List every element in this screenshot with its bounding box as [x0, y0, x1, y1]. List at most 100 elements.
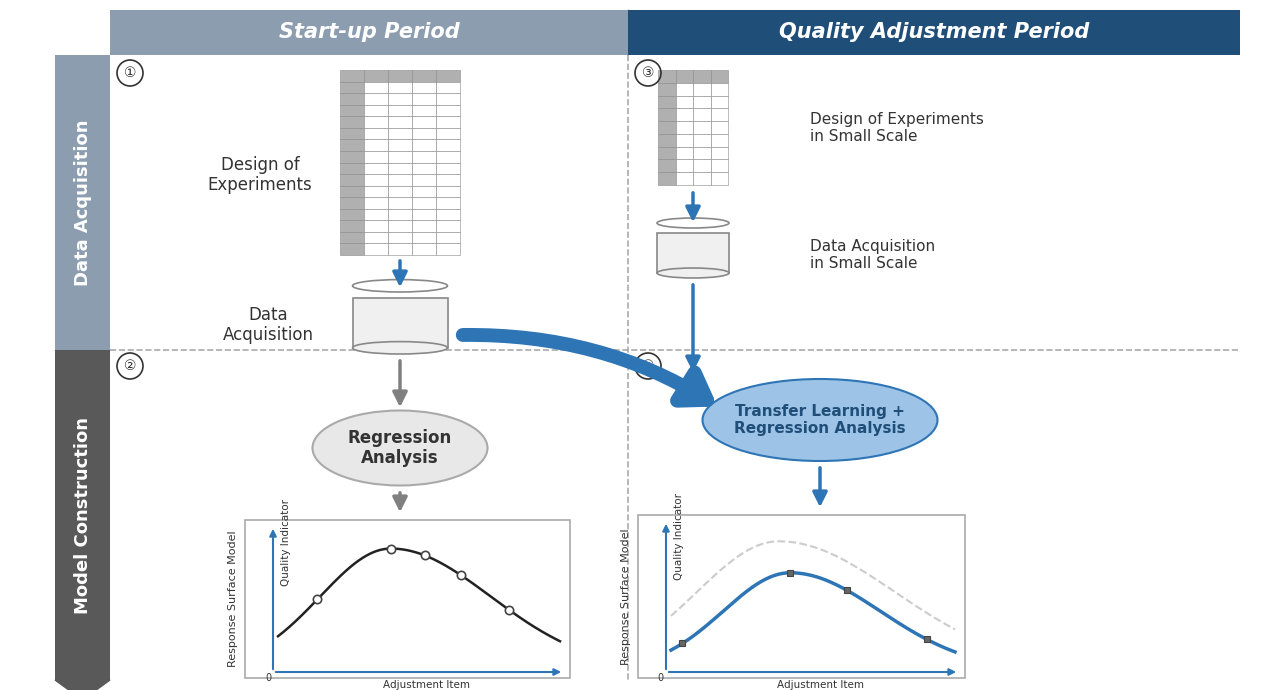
Text: Design of
Experiments: Design of Experiments: [208, 156, 312, 195]
Bar: [693, 95, 710, 108]
Bar: [363, 70, 388, 81]
Bar: [693, 147, 710, 159]
Bar: [693, 108, 710, 121]
Bar: [388, 163, 412, 174]
Text: Regression
Analysis: Regression Analysis: [348, 428, 452, 467]
Bar: [412, 81, 437, 93]
Bar: [437, 244, 460, 255]
Bar: [710, 121, 728, 134]
Text: Quality Indicator: Quality Indicator: [674, 493, 684, 580]
Bar: [628, 10, 1240, 55]
Bar: [340, 209, 363, 220]
Bar: [675, 134, 693, 147]
Bar: [437, 93, 460, 105]
Bar: [363, 232, 388, 244]
Bar: [437, 174, 460, 186]
Bar: [340, 174, 363, 186]
Bar: [412, 244, 437, 255]
Bar: [693, 134, 710, 147]
Bar: [340, 244, 363, 255]
Bar: [412, 232, 437, 244]
Bar: [388, 244, 412, 255]
Bar: [340, 139, 363, 151]
Bar: [657, 121, 675, 134]
Bar: [693, 70, 710, 83]
Bar: [55, 55, 110, 350]
Bar: [363, 186, 388, 197]
Bar: [110, 10, 628, 55]
Bar: [388, 197, 412, 209]
Text: Response Surface Model: Response Surface Model: [229, 531, 238, 667]
Bar: [710, 159, 728, 172]
Ellipse shape: [702, 379, 937, 461]
Bar: [340, 220, 363, 232]
Bar: [340, 197, 363, 209]
Bar: [437, 232, 460, 244]
Bar: [388, 116, 412, 128]
Bar: [657, 83, 675, 95]
Bar: [340, 232, 363, 244]
Bar: [340, 163, 363, 174]
Text: Start-up Period: Start-up Period: [279, 23, 460, 43]
Bar: [693, 83, 710, 95]
Bar: [363, 81, 388, 93]
Bar: [657, 159, 675, 172]
Bar: [340, 81, 363, 93]
Bar: [657, 172, 675, 185]
Bar: [340, 128, 363, 139]
Bar: [388, 70, 412, 81]
Bar: [363, 139, 388, 151]
Bar: [675, 147, 693, 159]
Bar: [388, 93, 412, 105]
Bar: [675, 172, 693, 185]
Text: Quality Indicator: Quality Indicator: [281, 498, 291, 586]
Bar: [340, 70, 363, 81]
Bar: [388, 220, 412, 232]
Bar: [437, 163, 460, 174]
Text: 0: 0: [265, 673, 271, 683]
Bar: [412, 197, 437, 209]
Bar: [675, 121, 693, 134]
Text: Data Acquisition: Data Acquisition: [73, 119, 91, 286]
Ellipse shape: [657, 218, 729, 228]
Bar: [437, 197, 460, 209]
Bar: [710, 172, 728, 185]
Text: Adjustment Item: Adjustment Item: [777, 680, 864, 690]
Bar: [693, 121, 710, 134]
Bar: [363, 197, 388, 209]
Bar: [363, 116, 388, 128]
Bar: [657, 134, 675, 147]
Bar: [675, 159, 693, 172]
Ellipse shape: [353, 342, 448, 354]
Text: Design of Experiments
in Small Scale: Design of Experiments in Small Scale: [810, 112, 984, 144]
Bar: [340, 105, 363, 116]
Bar: [340, 186, 363, 197]
Bar: [388, 209, 412, 220]
Bar: [363, 244, 388, 255]
Bar: [388, 139, 412, 151]
Bar: [437, 105, 460, 116]
Bar: [657, 147, 675, 159]
Bar: [412, 139, 437, 151]
Bar: [710, 70, 728, 83]
Bar: [363, 105, 388, 116]
Bar: [657, 108, 675, 121]
Bar: [412, 70, 437, 81]
Bar: [412, 186, 437, 197]
Bar: [363, 151, 388, 163]
Text: Data
Acquisition: Data Acquisition: [222, 306, 313, 344]
Text: Model Construction: Model Construction: [73, 417, 91, 613]
Bar: [412, 128, 437, 139]
Text: 0: 0: [657, 673, 664, 683]
Bar: [437, 220, 460, 232]
Bar: [388, 105, 412, 116]
Bar: [437, 186, 460, 197]
Bar: [340, 116, 363, 128]
Bar: [437, 128, 460, 139]
Bar: [363, 163, 388, 174]
Bar: [353, 298, 448, 348]
Text: Quality Adjustment Period: Quality Adjustment Period: [779, 23, 1089, 43]
Ellipse shape: [353, 279, 448, 292]
Bar: [388, 81, 412, 93]
Polygon shape: [55, 680, 110, 690]
